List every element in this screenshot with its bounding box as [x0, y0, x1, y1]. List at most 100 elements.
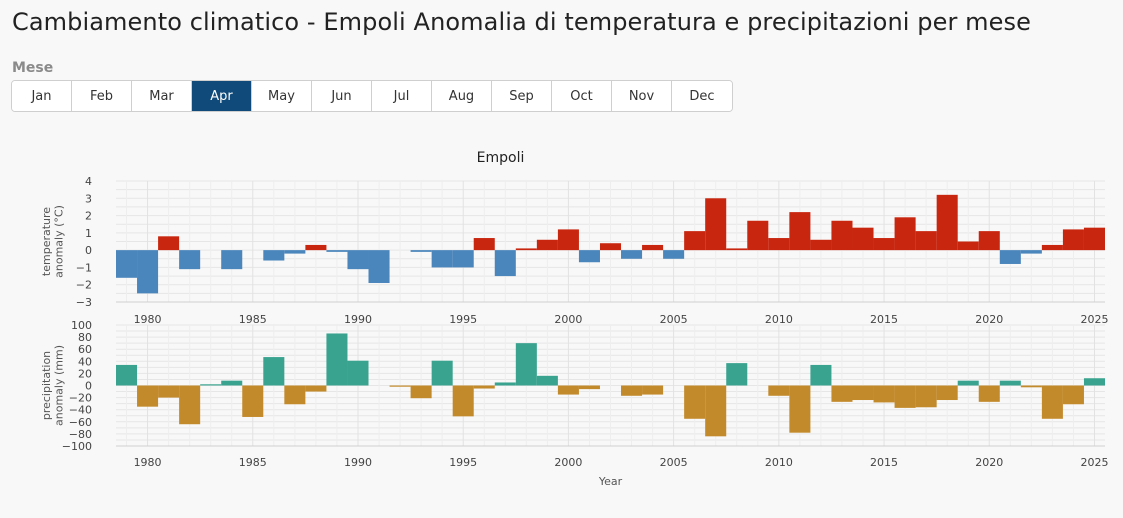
bar-2011 [789, 385, 811, 433]
bar-1992 [389, 385, 411, 387]
bar-1997 [494, 382, 516, 386]
bar-2016 [894, 217, 916, 251]
bar-1995 [452, 385, 474, 417]
bar-2010 [768, 238, 790, 251]
bar-1981 [158, 236, 180, 251]
y-tick-label: −60 [69, 416, 92, 429]
y-tick-label: 100 [71, 319, 92, 332]
bar-2015 [873, 385, 895, 403]
x-tick-label: 2020 [975, 456, 1003, 469]
bar-1995 [452, 250, 474, 268]
bar-2016 [894, 385, 916, 408]
bar-1988 [305, 244, 327, 251]
bar-1981 [158, 385, 180, 398]
bar-2000 [557, 229, 579, 251]
x-tick-label: 1990 [344, 456, 372, 469]
bar-1988 [305, 385, 327, 392]
x-tick-label: 1990 [344, 313, 372, 326]
bar-1982 [179, 385, 201, 425]
bar-2011 [789, 212, 811, 251]
chart-panel-1: −3 −2 −1 0 1 2 3 4 1980 1985 1990 1995 2000 2005 2010 2… [40, 150, 1109, 326]
bar-1987 [284, 250, 306, 254]
bar-2024 [1062, 385, 1084, 405]
month-button-aug[interactable]: Aug [432, 81, 492, 111]
y-tick-label: −100 [62, 440, 92, 453]
bar-2013 [831, 220, 853, 251]
y-tick-label: 3 [85, 192, 92, 205]
bar-1993 [410, 250, 432, 252]
bar-1990 [347, 250, 369, 270]
bar-2007 [705, 198, 727, 251]
y-tick-label: 2 [85, 210, 92, 223]
bar-2002 [599, 243, 622, 251]
month-button-apr[interactable]: Apr [192, 81, 252, 111]
bar-1998 [515, 248, 537, 251]
y-axis-label: temperatureanomaly (°C) [40, 205, 66, 278]
bar-2021 [999, 250, 1021, 264]
bar-2022 [1020, 385, 1042, 388]
x-tick-label: 2015 [870, 313, 898, 326]
bar-2019 [957, 380, 979, 386]
month-button-jul[interactable]: Jul [372, 81, 432, 111]
x-tick-label: 2015 [870, 456, 898, 469]
bar-1996 [473, 238, 495, 251]
bar-1983 [200, 384, 222, 386]
month-button-oct[interactable]: Oct [552, 81, 612, 111]
bar-1999 [536, 375, 558, 386]
bar-2020 [978, 231, 1000, 251]
y-tick-label: 20 [78, 367, 92, 380]
month-selector: Jan Feb Mar Apr May Jun Jul Aug Sep Oct Nov Dec [11, 80, 733, 112]
bar-2023 [1041, 244, 1063, 251]
bar-2009 [747, 220, 769, 251]
bar-1986 [263, 357, 285, 386]
bar-2005 [663, 250, 685, 259]
bar-2022 [1020, 250, 1042, 254]
bar-2020 [978, 385, 1000, 402]
x-tick-label: 1985 [239, 456, 267, 469]
x-tick-label: 1995 [449, 456, 477, 469]
bar-1993 [410, 385, 432, 399]
bar-1982 [179, 250, 201, 270]
y-tick-label: 0 [85, 380, 92, 393]
bar-1985 [242, 385, 264, 417]
bar-2017 [915, 231, 937, 251]
bar-1980 [137, 250, 159, 294]
bar-2006 [684, 231, 706, 251]
x-axis-label: Year [598, 475, 623, 488]
bar-2007 [705, 385, 727, 437]
month-button-mar[interactable]: Mar [132, 81, 192, 111]
x-tick-label: 1980 [134, 456, 162, 469]
bar-2008 [726, 248, 748, 251]
x-tick-label: 2010 [765, 456, 793, 469]
month-button-dec[interactable]: Dec [672, 81, 732, 111]
bar-2008 [726, 363, 748, 386]
bar-1996 [473, 385, 495, 389]
bar-1986 [263, 250, 285, 261]
bar-2001 [578, 250, 600, 263]
y-tick-label: −3 [76, 296, 92, 309]
y-tick-label: −1 [76, 261, 92, 274]
bar-1989 [326, 250, 348, 252]
bar-1980 [137, 385, 159, 407]
month-button-nov[interactable]: Nov [612, 81, 672, 111]
month-button-jan[interactable]: Jan [12, 81, 72, 111]
month-button-feb[interactable]: Feb [72, 81, 132, 111]
bar-1994 [431, 250, 453, 268]
bar-1997 [494, 250, 516, 277]
bar-2014 [852, 227, 874, 251]
bar-2018 [936, 385, 958, 401]
x-tick-label: 2005 [660, 313, 688, 326]
y-tick-label: 40 [78, 355, 92, 368]
bar-1989 [326, 333, 348, 386]
month-button-may[interactable]: May [252, 81, 312, 111]
x-tick-label: 1995 [449, 313, 477, 326]
y-tick-label: 0 [85, 244, 92, 257]
y-tick-label: −20 [69, 392, 92, 405]
month-button-sep[interactable]: Sep [492, 81, 552, 111]
bar-2004 [642, 385, 664, 395]
bar-1979 [116, 250, 138, 278]
x-tick-label: 2025 [1080, 313, 1108, 326]
bar-2021 [999, 380, 1021, 386]
month-button-jun[interactable]: Jun [312, 81, 372, 111]
